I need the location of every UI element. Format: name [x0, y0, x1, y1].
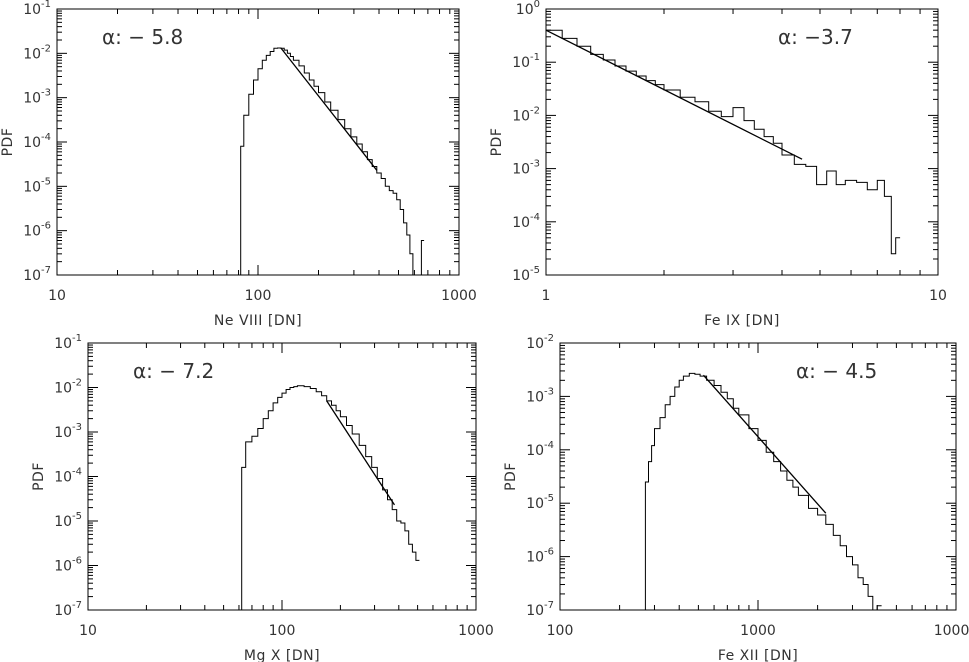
y-tick-label: 10-2 — [23, 43, 51, 62]
y-tick-label: 10-6 — [54, 556, 82, 575]
chart-panel-3: 10 100 1000 10-7 10-6 10-5 10-4 10-3 10-2 10-1 Mg … — [31, 333, 494, 662]
histogram-line — [545, 29, 901, 275]
chart-panel-1: 10 100 1000 10-7 10-6 10-5 10-4 10-3 10-2 10-1 Ne … — [0, 0, 477, 329]
x-tick-label: 1000 — [740, 623, 776, 639]
y-tick-label: 10-6 — [23, 221, 51, 240]
y-tick-label: 10-5 — [512, 265, 540, 284]
y-tick-label: 10-4 — [23, 132, 51, 151]
y-tick-label: 10-2 — [54, 378, 82, 397]
y-tick-label: 10-5 — [54, 511, 82, 530]
y-tick-label: 10-2 — [526, 333, 554, 352]
x-tick-label: 10 — [79, 623, 97, 639]
y-tick-label: 10-3 — [23, 88, 51, 107]
chart-panel-2: 1 10 10-5 10-4 10-3 10-2 10-1 100 Fe IX [DN] PDF α… — [489, 0, 947, 329]
x-tick-label: 1000 — [441, 288, 477, 304]
y-tick-label: 10-2 — [512, 105, 540, 124]
alpha-annotation: α: − 5.8 — [102, 25, 183, 49]
x-axis-label: Fe XII [DN] — [718, 648, 798, 662]
histogram-line — [241, 385, 420, 610]
alpha-annotation: α: − 4.5 — [796, 359, 877, 383]
x-axis-label: Ne VIII [DN] — [214, 313, 302, 329]
y-axis-label: PDF — [489, 128, 505, 157]
alpha-annotation: α: −3.7 — [778, 25, 853, 49]
x-tick-label: 100 — [269, 623, 296, 639]
fit-line — [545, 29, 803, 160]
y-axis-label: PDF — [503, 462, 519, 491]
x-axis-label: Mg X [DN] — [244, 648, 320, 662]
y-axis-label: PDF — [31, 462, 47, 491]
y-tick-label: 10-3 — [54, 422, 82, 441]
y-axis-label: PDF — [0, 128, 16, 157]
fit-line — [280, 47, 378, 171]
y-tick-label: 10-3 — [512, 159, 540, 178]
x-tick-label: 1000 — [458, 623, 494, 639]
fit-line — [326, 400, 396, 506]
y-tick-label: 10-1 — [54, 333, 82, 352]
x-axis-label: Fe IX [DN] — [704, 313, 780, 329]
x-tick-label: 1 — [542, 288, 551, 304]
y-tick-label: 10-3 — [526, 386, 554, 405]
histogram-line — [240, 47, 425, 276]
x-tick-label: 10000 — [934, 623, 969, 639]
plot-frame — [87, 342, 477, 611]
chart-panel-4: 100 1000 10000 10-7 10-6 10-5 10-4 10-3 10-2 Fe X… — [503, 333, 969, 662]
y-tick-label: 10-5 — [526, 493, 554, 512]
y-tick-label: 10-4 — [526, 440, 554, 459]
y-tick-label: 10-4 — [54, 467, 82, 486]
y-tick-label: 10-5 — [23, 176, 51, 195]
alpha-annotation: α: − 7.2 — [133, 359, 214, 383]
plot-frame — [559, 342, 957, 611]
fit-line — [702, 374, 827, 514]
y-tick-label: 10-4 — [512, 212, 540, 231]
histogram-line — [644, 372, 882, 611]
y-tick-label: 100 — [516, 0, 540, 18]
y-tick-label: 10-1 — [23, 0, 51, 18]
y-tick-label: 10-1 — [512, 52, 540, 71]
x-tick-label: 10 — [929, 288, 947, 304]
y-tick-label: 10-6 — [526, 547, 554, 566]
x-tick-label: 100 — [547, 623, 574, 639]
x-tick-label: 100 — [245, 288, 272, 304]
y-tick-label: 10-7 — [23, 265, 51, 284]
y-tick-label: 10-7 — [526, 600, 554, 619]
y-tick-label: 10-7 — [54, 600, 82, 619]
x-tick-label: 10 — [48, 288, 66, 304]
plot-frame — [545, 8, 939, 276]
